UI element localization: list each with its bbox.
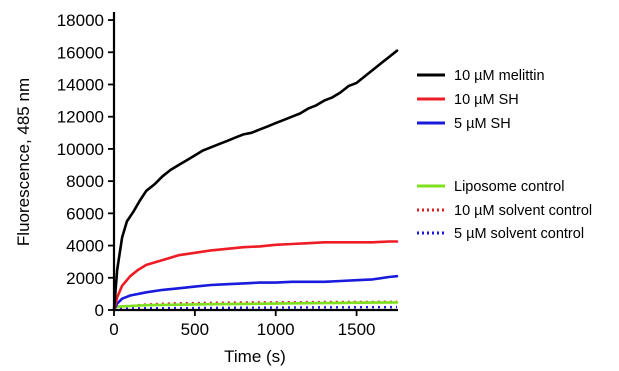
y-ticks: 0 2000 4000 6000 8000 10000 12000 14000 16000 180… — [57, 11, 114, 320]
legend-label-10-um-sh: 10 µM SH — [454, 92, 519, 108]
series-line-liposome-control — [112, 301, 399, 309]
x-tick-label: 1500 — [338, 320, 376, 339]
legend-label-5-um-solvent-control: 5 µM solvent control — [454, 226, 584, 242]
x-tick-label: 500 — [181, 320, 209, 339]
series-line-10-um-sh — [112, 240, 399, 312]
y-tick-label: 18000 — [57, 11, 104, 30]
legend: 10 µM melittin 10 µM SH 5 µM SH Liposome co… — [417, 68, 592, 242]
y-tick-label: 16000 — [57, 43, 104, 62]
legend-label-10-um-melittin: 10 µM melittin — [454, 68, 545, 84]
axes — [112, 12, 398, 312]
legend-label-10-um-solvent-control: 10 µM solvent control — [454, 203, 592, 219]
series-line-5-um-sh — [112, 274, 399, 312]
x-ticks: 0 500 1000 1500 — [109, 310, 375, 339]
y-tick-label: 14000 — [57, 75, 104, 94]
y-tick-label: 4000 — [66, 237, 104, 256]
y-tick-label: 0 — [95, 301, 104, 320]
y-axis-title: Fluorescence, 485 nm — [14, 78, 33, 246]
y-tick-label: 10000 — [57, 140, 104, 159]
y-tick-label: 8000 — [66, 172, 104, 191]
x-axis-title: Time (s) — [224, 347, 286, 366]
y-tick-label: 2000 — [66, 269, 104, 288]
legend-label-5-um-sh: 5 µM SH — [454, 116, 511, 132]
y-tick-label: 12000 — [57, 108, 104, 127]
x-tick-label: 0 — [109, 320, 118, 339]
plot-lines — [112, 49, 399, 312]
series-line-5-um-solvent-control — [113, 305, 398, 310]
y-tick-label: 6000 — [66, 204, 104, 223]
legend-label-liposome-control: Liposome control — [454, 179, 564, 195]
series-line-10-um-melittin — [112, 49, 399, 312]
x-tick-label: 1000 — [257, 320, 295, 339]
